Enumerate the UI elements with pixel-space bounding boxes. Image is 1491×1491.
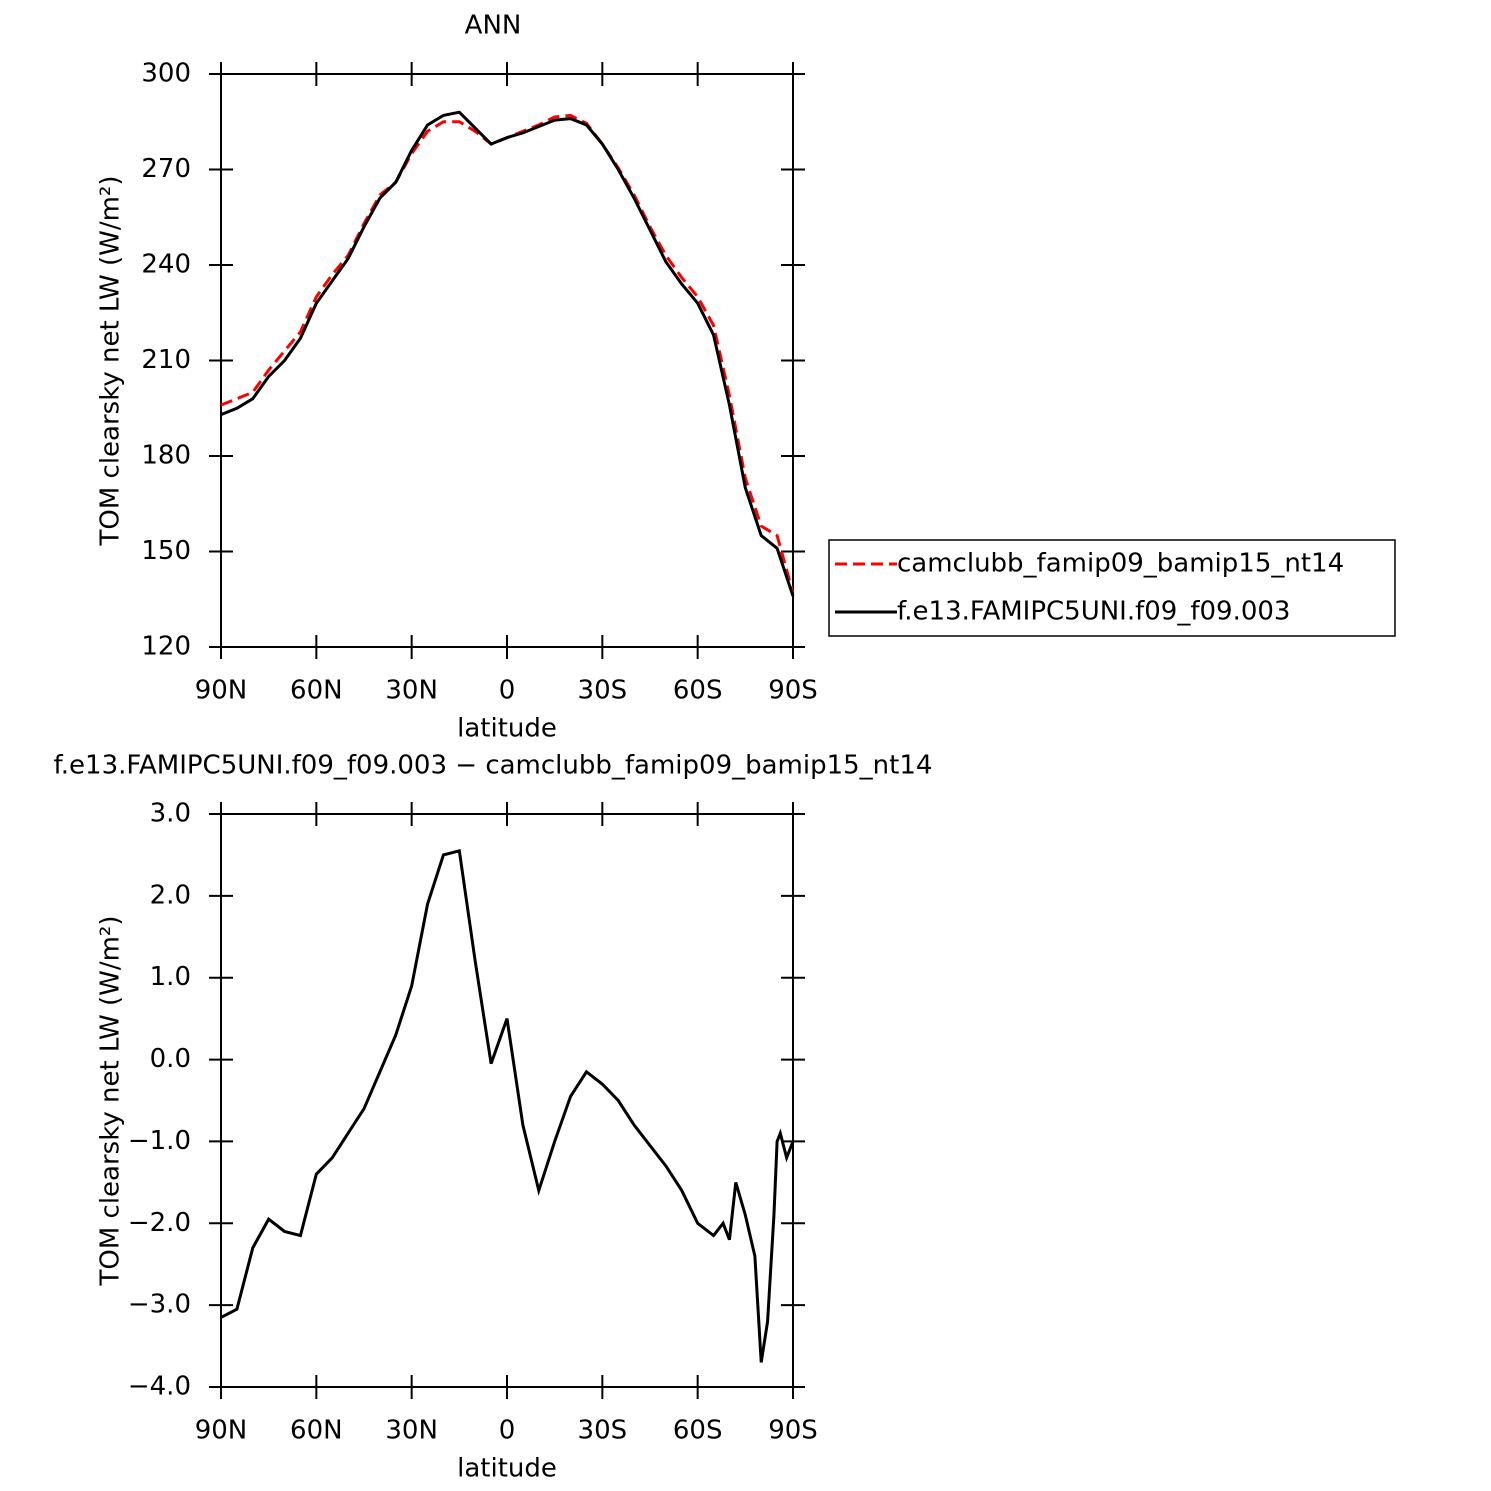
- x-tick-label: 60N: [290, 1416, 343, 1446]
- x-tick-label: 30N: [385, 1416, 438, 1446]
- x-tick-label: 60S: [673, 1416, 723, 1446]
- y-tick-label: 1.0: [150, 962, 191, 992]
- y-axis-label: TOM clearsky net LW (W/m²): [96, 915, 126, 1286]
- data-line: [220, 110, 795, 597]
- y-tick-label: 0.0: [150, 1044, 191, 1074]
- chart-title: ANN: [465, 11, 522, 41]
- plot-frame: [220, 813, 794, 1388]
- x-tick-label: 60N: [290, 676, 343, 706]
- y-tick-label: −4.0: [128, 1372, 191, 1402]
- x-tick-label: 90N: [195, 1416, 248, 1446]
- x-tick-label: 30S: [578, 1416, 628, 1446]
- x-axis-label: latitude: [457, 714, 557, 744]
- x-tick-label: 60S: [673, 676, 723, 706]
- y-tick-label: −2.0: [128, 1208, 191, 1238]
- legend-label: camclubb_famip09_bamip15_nt14: [897, 549, 1344, 579]
- x-tick-label: 0: [499, 1416, 516, 1446]
- plot-frame: [220, 73, 794, 648]
- y-tick-label: 180: [141, 441, 191, 471]
- x-tick-label: 90N: [195, 676, 248, 706]
- x-tick-label: 0: [499, 676, 516, 706]
- x-axis-label: latitude: [457, 1454, 557, 1484]
- y-axis-label: TOM clearsky net LW (W/m²): [96, 175, 126, 546]
- legend-box: [828, 539, 1396, 637]
- chart-title: f.e13.FAMIPC5UNI.f09_f09.003 − camclubb_…: [54, 751, 933, 781]
- y-tick-label: 2.0: [150, 880, 191, 910]
- y-tick-label: 150: [141, 536, 191, 566]
- y-tick-label: −3.0: [128, 1290, 191, 1320]
- y-tick-label: 3.0: [150, 799, 191, 829]
- x-tick-label: 90S: [768, 1416, 818, 1446]
- y-tick-label: 120: [141, 632, 191, 662]
- x-tick-label: 90S: [768, 676, 818, 706]
- y-tick-label: 270: [141, 154, 191, 184]
- x-tick-label: 30N: [385, 676, 438, 706]
- data-line: [220, 113, 795, 594]
- y-tick-label: −1.0: [128, 1126, 191, 1156]
- data-line: [220, 848, 795, 1363]
- x-tick-label: 30S: [578, 676, 628, 706]
- y-tick-label: 240: [141, 250, 191, 280]
- y-tick-label: 210: [141, 345, 191, 375]
- y-tick-label: 300: [141, 59, 191, 89]
- legend-label: f.e13.FAMIPC5UNI.f09_f09.003: [897, 597, 1290, 627]
